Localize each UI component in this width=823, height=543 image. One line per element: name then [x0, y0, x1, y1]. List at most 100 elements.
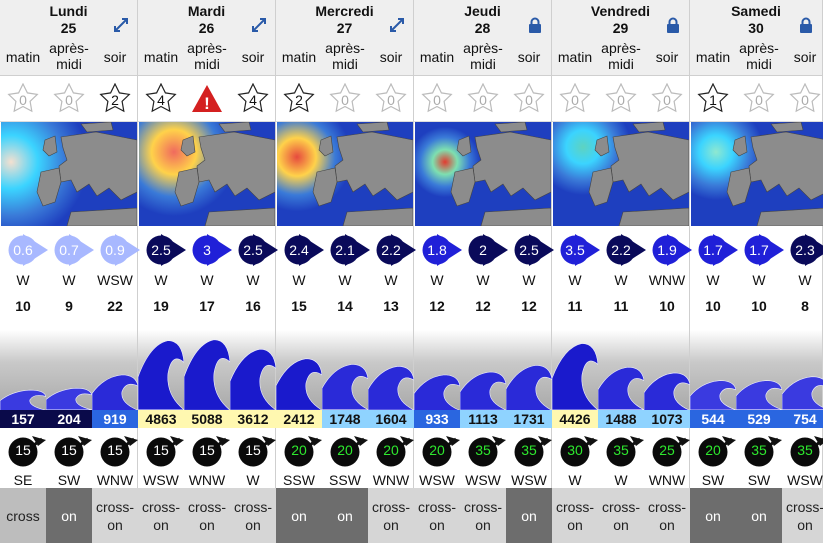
star-rating: 0 — [421, 82, 453, 115]
wave-shape — [598, 365, 644, 410]
wind-speed-value: 15 — [199, 442, 215, 458]
swell-height-value: 3 — [203, 242, 211, 258]
swell-period: 14 — [337, 298, 353, 314]
swell-direction: W — [430, 272, 444, 288]
swell-direction: W — [614, 272, 628, 288]
swell-height-row: 2.5 3 2.5 — [138, 228, 278, 272]
wind-speed-value: 20 — [705, 442, 721, 458]
wind-direction: SE — [13, 472, 33, 488]
wind-direction: WSW — [419, 472, 455, 488]
day-title: Mercredi 27 — [276, 3, 413, 37]
rating-value: 0 — [571, 92, 579, 108]
period-label: après- midi — [601, 40, 641, 72]
swell-map[interactable] — [415, 122, 551, 226]
wind-speed-value: 35 — [613, 442, 629, 458]
wind-relation: on — [736, 488, 782, 543]
swell-map[interactable] — [277, 122, 413, 226]
swell-period: 17 — [199, 298, 215, 314]
star-rating: 0 — [559, 82, 591, 115]
day-name: Jeudi — [464, 3, 501, 19]
expand-icon[interactable] — [113, 17, 129, 33]
wind-relation: on — [276, 488, 322, 543]
swell-direction: W — [154, 272, 168, 288]
day-column: Mercredi 27 matin après- midi soir 2 0 0 2.4 2.1 2… — [276, 0, 416, 543]
wind-speed-bubble: 35 — [790, 434, 823, 468]
wave-energy-value: 4426 — [552, 410, 598, 428]
wave-shape — [230, 346, 276, 410]
swell-map[interactable] — [553, 122, 689, 226]
wave-shape — [782, 375, 823, 410]
wind-direction: W — [568, 472, 582, 488]
expand-icon[interactable] — [251, 17, 267, 33]
swell-direction: W — [246, 272, 260, 288]
lock-icon[interactable] — [665, 17, 681, 33]
wind-speed-bubble: 15 — [54, 434, 92, 468]
wind-speed-value: 35 — [797, 442, 813, 458]
wind-direction: WSW — [465, 472, 501, 488]
wind-speed-bubble: 20 — [422, 434, 460, 468]
day-date: 27 — [336, 20, 353, 36]
wave-energy-value: 919 — [92, 410, 138, 428]
wave-shape — [552, 340, 598, 410]
wave-shape — [368, 364, 414, 410]
wind-relation: on — [46, 488, 92, 543]
wave-shape — [460, 370, 506, 410]
wind-relation: cross- on — [782, 488, 823, 543]
wind-relation: cross- on — [368, 488, 414, 543]
swell-map[interactable] — [139, 122, 275, 226]
rating-value: 0 — [755, 92, 763, 108]
expand-icon[interactable] — [389, 17, 405, 33]
wind-direction: WNW — [648, 472, 686, 488]
wind-direction: SSW — [329, 472, 361, 488]
wave-energy-value: 2412 — [276, 410, 322, 428]
period-label: après- midi — [187, 40, 227, 72]
wind-relation: cross- on — [598, 488, 644, 543]
wind-speed-bubble: 15 — [146, 434, 184, 468]
period-label: matin — [419, 49, 455, 65]
wind-direction: W — [246, 472, 260, 488]
wind-direction: WNW — [96, 472, 134, 488]
day-column: Vendredi 29 matin après- midi soir 0 0 0 3.5 2.2 1… — [552, 0, 692, 543]
wind-speed-value: 35 — [751, 442, 767, 458]
wind-speed-value: 15 — [245, 442, 261, 458]
wind-speed-value: 25 — [659, 442, 675, 458]
rating-value: 0 — [525, 92, 533, 108]
wind-speed-value: 20 — [337, 442, 353, 458]
swell-period: 10 — [15, 298, 31, 314]
lock-icon[interactable] — [527, 17, 543, 33]
period-label: soir — [241, 49, 265, 65]
swell-period: 10 — [659, 298, 675, 314]
rating-row: 0 0 0 — [552, 77, 689, 122]
lock-icon[interactable] — [798, 17, 814, 33]
day-title: Jeudi 28 — [414, 3, 551, 37]
day-date: 25 — [60, 20, 77, 36]
swell-height-bubble: 2.1 — [330, 233, 370, 267]
swell-height-value: 2.5 — [151, 242, 171, 258]
wind-speed-bubble: 20 — [330, 434, 368, 468]
swell-period: 9 — [65, 298, 73, 314]
day-column: Lundi 25 matin après- midi soir 0 0 2 0.6 0.7 0.9 W… — [0, 0, 140, 543]
swell-period: 12 — [429, 298, 445, 314]
wind-speed-bubble: 20 — [284, 434, 322, 468]
wave-energy-value: 157 — [0, 410, 46, 428]
swell-map[interactable] — [691, 122, 823, 226]
swell-map[interactable] — [1, 122, 137, 226]
wind-speed-value: 15 — [107, 442, 123, 458]
warning-icon: !! — [191, 83, 223, 115]
star-rating: 4 — [145, 82, 177, 115]
swell-height-bubble: 1.9 — [652, 233, 692, 267]
rating-value: 0 — [663, 92, 671, 108]
swell-height-bubble: 2.5 — [514, 233, 554, 267]
swell-height-bubble: 2.5 — [238, 233, 278, 267]
wind-relation: cross- on — [644, 488, 690, 543]
wind-relation: on — [506, 488, 552, 543]
wave-energy-value: 1731 — [506, 410, 552, 428]
wave-shape — [276, 356, 322, 410]
day-header: Mercredi 27 matin après- midi soir — [276, 0, 413, 76]
day-header: Vendredi 29 matin après- midi soir — [552, 0, 689, 76]
swell-direction: W — [798, 272, 812, 288]
day-title: Mardi 26 — [138, 3, 275, 37]
wave-shape — [322, 362, 368, 410]
swell-height-bubble: 0.7 — [54, 233, 94, 267]
wind-relation: on — [322, 488, 368, 543]
